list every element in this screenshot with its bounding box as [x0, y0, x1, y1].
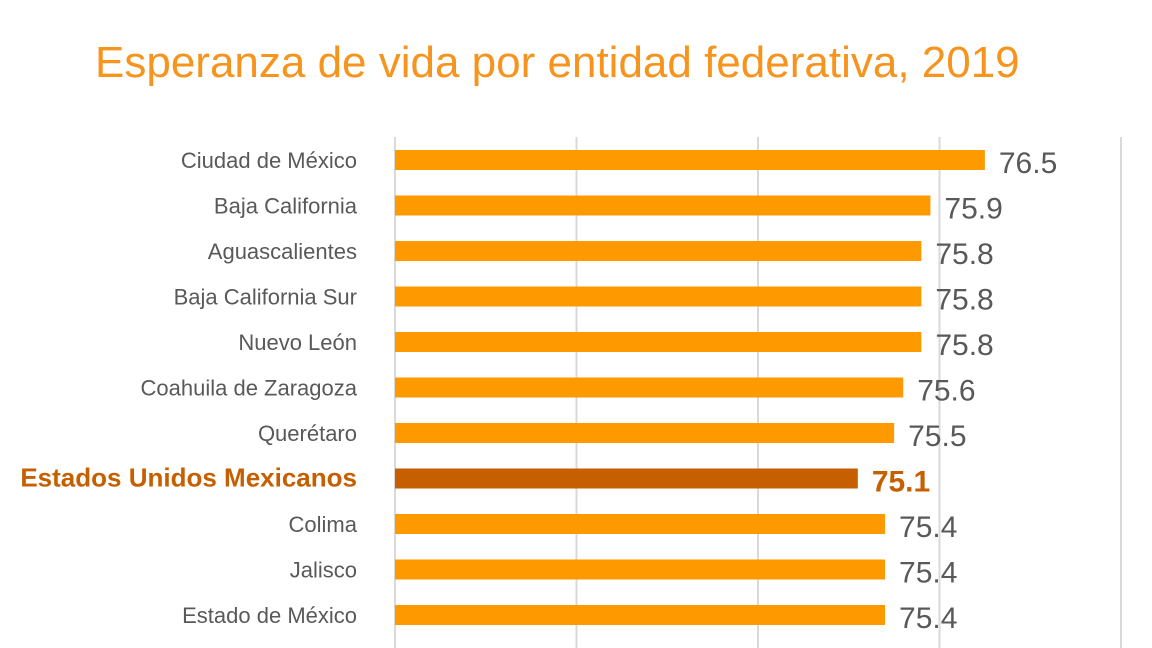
bar	[395, 195, 931, 216]
data-label: 76.5	[999, 147, 1057, 180]
data-label: 75.5	[908, 420, 966, 453]
data-label: 75.8	[935, 238, 993, 271]
category-label: Baja California Sur	[174, 285, 357, 310]
bar	[395, 241, 922, 261]
bar	[395, 286, 922, 307]
bar	[395, 514, 886, 534]
category-label: Aguascalientes	[208, 239, 357, 264]
category-label: Ciudad de México	[181, 148, 357, 173]
bar	[395, 423, 895, 443]
category-label: Estados Unidos Mexicanos	[20, 463, 357, 493]
bar	[395, 332, 922, 352]
data-label: 75.4	[899, 602, 957, 635]
data-label: 75.6	[917, 375, 975, 408]
bar	[395, 377, 904, 398]
bar	[395, 559, 886, 580]
data-label: 75.8	[935, 284, 993, 317]
bar	[395, 150, 985, 170]
data-label: 75.1	[872, 466, 930, 499]
category-label: Nuevo León	[238, 330, 357, 355]
category-label: Colima	[289, 512, 358, 537]
data-label: 75.9	[944, 193, 1002, 226]
bar	[395, 468, 858, 489]
category-label: Baja California	[214, 194, 358, 219]
category-label: Jalisco	[290, 558, 357, 583]
category-label: Coahuila de Zaragoza	[141, 376, 358, 401]
data-label: 75.8	[935, 329, 993, 362]
data-label: 75.4	[899, 511, 957, 544]
category-label: Estado de México	[182, 603, 357, 628]
category-label: Querétaro	[258, 421, 357, 446]
bar	[395, 605, 886, 625]
chart-title: Esperanza de vida por entidad federativa…	[95, 38, 1020, 87]
data-label: 75.4	[899, 557, 957, 590]
